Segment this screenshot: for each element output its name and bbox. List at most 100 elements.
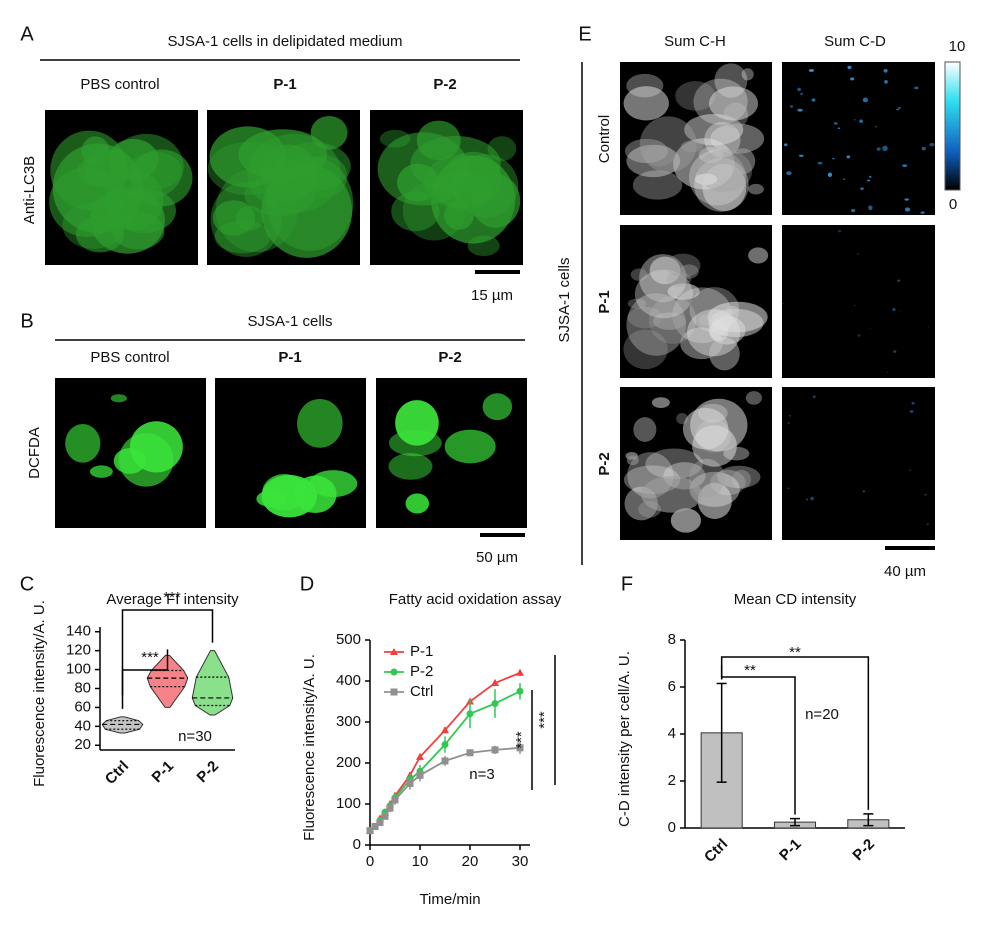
panel-label: E xyxy=(578,23,591,45)
cell xyxy=(644,144,675,167)
marker xyxy=(371,823,379,831)
cell xyxy=(847,65,852,70)
marker xyxy=(441,741,449,749)
cell xyxy=(676,412,689,425)
x-tick-label: 20 xyxy=(462,853,479,870)
micrograph xyxy=(215,378,366,528)
annotation: n=3 xyxy=(469,766,494,783)
cell xyxy=(837,229,842,233)
cell xyxy=(787,487,790,490)
cell xyxy=(857,334,861,337)
column-label: PBS control xyxy=(80,76,159,93)
cell xyxy=(633,417,657,442)
column-label: Sum C-H xyxy=(664,33,726,50)
cell xyxy=(869,327,871,329)
cell xyxy=(632,170,683,200)
cell xyxy=(262,474,307,511)
cell xyxy=(395,400,439,446)
marker xyxy=(366,827,374,835)
significance-label: ** xyxy=(744,662,756,679)
x-tick-label: 30 xyxy=(512,853,529,870)
cell xyxy=(929,142,935,147)
cell xyxy=(812,395,816,399)
cell xyxy=(626,455,639,466)
cell xyxy=(692,425,737,467)
cell xyxy=(862,490,866,493)
cell xyxy=(709,321,729,342)
cell xyxy=(924,493,927,496)
colorbar-tick-label: 10 xyxy=(949,38,966,55)
micrograph xyxy=(782,387,935,540)
panel-label: A xyxy=(20,23,34,45)
x-tick-label: Ctrl xyxy=(701,836,731,866)
chart-title: Mean CD intensity xyxy=(734,591,857,608)
y-axis-label: C-D intensity per cell/A. U. xyxy=(616,651,633,827)
row-label: Anti-LC3B xyxy=(21,156,38,224)
micrograph xyxy=(45,110,198,265)
micrograph-background xyxy=(782,62,935,215)
cell xyxy=(623,86,669,121)
micrograph xyxy=(782,225,935,378)
significance-label: ** xyxy=(789,644,801,661)
scale-bar-label: 40 µm xyxy=(884,563,926,580)
cell xyxy=(811,98,816,102)
significance-bracket xyxy=(121,609,214,709)
cell xyxy=(788,415,792,417)
cell xyxy=(741,68,754,81)
significance-bracket xyxy=(720,665,796,815)
column-label: P-2 xyxy=(433,76,456,93)
significance-label: *** xyxy=(536,711,553,729)
y-tick-label: 2 xyxy=(668,772,676,789)
cell xyxy=(698,147,724,164)
cell xyxy=(862,97,868,103)
micrograph xyxy=(376,378,527,528)
cell xyxy=(843,178,846,180)
y-tick-label: 0 xyxy=(668,819,676,836)
row-label: Control xyxy=(596,115,613,163)
scale-bar-label: 50 µm xyxy=(476,549,518,566)
cell xyxy=(65,424,101,463)
column-label: P-2 xyxy=(438,349,461,366)
significance-bracket xyxy=(121,649,169,695)
cell xyxy=(670,508,702,533)
micrograph xyxy=(620,225,772,378)
cell xyxy=(667,283,700,300)
panel-title: SJSA-1 cells xyxy=(247,313,332,330)
cell xyxy=(310,115,348,150)
micrograph xyxy=(782,62,935,215)
cell xyxy=(675,81,716,111)
cell xyxy=(927,326,929,328)
cell xyxy=(444,429,496,464)
cell xyxy=(673,138,735,190)
cell xyxy=(89,465,113,478)
cell xyxy=(911,401,915,405)
cell xyxy=(309,470,358,498)
panel-label: C xyxy=(20,573,34,595)
cell xyxy=(689,471,740,507)
cell xyxy=(893,350,897,354)
cell xyxy=(782,303,784,305)
marker xyxy=(390,648,398,655)
cell xyxy=(904,207,911,212)
significance-label: *** xyxy=(141,649,159,666)
cell xyxy=(897,279,901,282)
cell xyxy=(817,161,823,165)
y-tick-label: 500 xyxy=(336,631,361,648)
micrograph xyxy=(207,110,360,265)
y-axis-label: Fluorescence intensity/A. U. xyxy=(31,600,48,787)
cell xyxy=(714,63,748,98)
cell xyxy=(798,154,804,158)
significance-label: *** xyxy=(163,589,181,606)
panel-label: F xyxy=(621,573,633,595)
y-tick-label: 40 xyxy=(74,717,91,734)
cell xyxy=(645,448,703,480)
cell xyxy=(261,144,317,202)
cell xyxy=(902,164,908,168)
micrograph xyxy=(370,110,523,265)
cell xyxy=(810,496,814,501)
cell xyxy=(898,310,901,312)
cell xyxy=(860,187,864,190)
cell xyxy=(704,121,741,158)
y-tick-label: 60 xyxy=(74,698,91,715)
